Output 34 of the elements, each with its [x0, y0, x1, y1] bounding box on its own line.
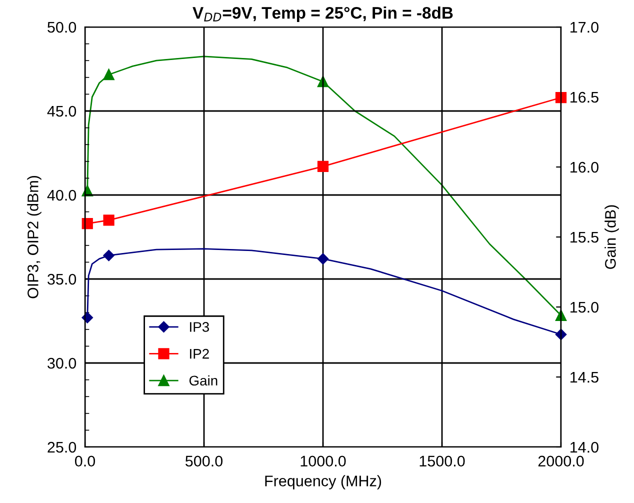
y-tick-label: 50.0	[48, 22, 76, 33]
point	[82, 312, 93, 324]
y-tick-label: 30.0	[48, 358, 76, 369]
y-axis-title: OIP3, OIP2 (dBm)	[27, 176, 42, 298]
x-axis-title: Frequency (MHz)	[265, 475, 382, 490]
y-tick-label: 40.0	[47, 190, 76, 201]
y2-tick-label: 16.5	[570, 92, 598, 103]
legend-label: IP3	[190, 322, 209, 332]
y2-tick-label: 17.0	[570, 22, 598, 33]
point	[317, 160, 329, 172]
y2-tick-label: 15.5	[570, 232, 598, 243]
point	[82, 218, 93, 230]
point	[82, 185, 93, 196]
x-tick-label: 1000.0	[300, 456, 346, 467]
legend-label: IP2	[190, 348, 209, 359]
point	[317, 253, 329, 264]
y-tick-label: 45.0	[47, 106, 76, 117]
legend-label: Gain	[189, 375, 218, 386]
point	[103, 214, 114, 226]
y-tick-label: 35.0	[48, 274, 76, 285]
x-tick-label: 500.0	[185, 456, 223, 467]
x-tick-label: 2000.0	[538, 456, 584, 467]
y2-tick-label: 15.0	[570, 302, 598, 313]
y2-tick-label: 16.0	[570, 162, 598, 173]
y-tick-label: 25.0	[48, 442, 76, 453]
point	[103, 250, 114, 262]
x-tick-label: 1500.0	[420, 456, 465, 467]
y2-axis-title: Gain (dB)	[604, 205, 619, 269]
point	[103, 69, 114, 80]
x-tick-label: 0.0	[74, 456, 96, 467]
y2-tick-label: 14.0	[570, 442, 598, 453]
y2-tick-label: 14.5	[570, 372, 598, 383]
point	[555, 92, 567, 104]
chart-title: V$_{DD}$=9V, Temp = 25°C, Pin = -8dB	[192, 6, 453, 22]
